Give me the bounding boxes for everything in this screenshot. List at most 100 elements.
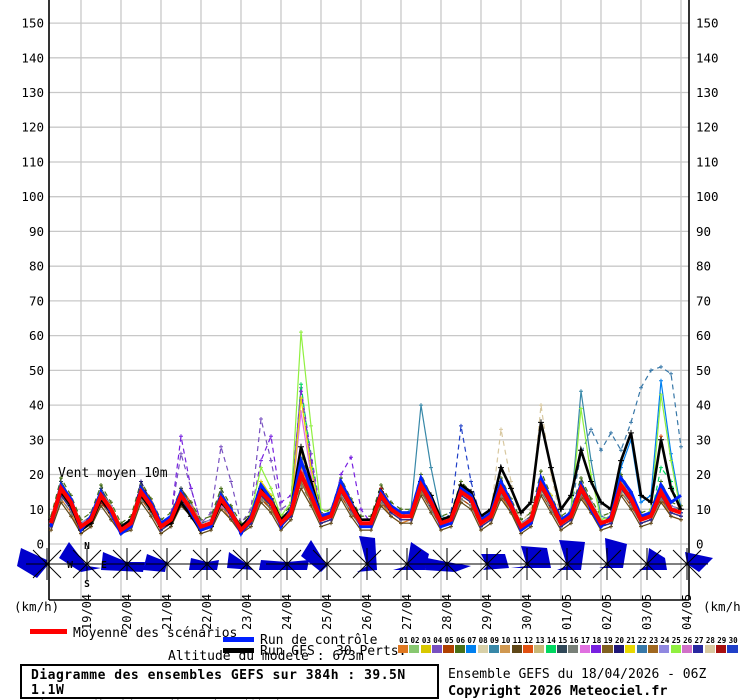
pert-number-24: 24 [660,636,670,645]
svg-text:90: 90 [29,224,44,239]
svg-text:20: 20 [29,467,44,482]
pert-number-30: 30 [728,636,738,645]
svg-text:10: 10 [696,502,711,517]
chart-static-labels: (km/h) (km/h) Vent moyen 10m [14,466,740,614]
y-axis-labels: 0 0 10 10 20 20 30 30 40 40 50 50 60 60 70 70 80 80 90 90 10… [21,16,718,552]
pert-number-18: 18 [592,636,602,645]
pert-swatch-27 [693,645,704,653]
inplot-title: Vent moyen 10m [58,466,168,481]
svg-text:80: 80 [696,259,711,274]
svg-text:110: 110 [696,155,719,170]
wind-roses [17,536,713,580]
wind-rose [186,548,228,580]
series-P11 [50,486,682,535]
pert-swatch-09 [488,645,499,653]
compass-labels: N SW E [67,541,107,590]
series-Moyenne des scénarios [49,468,682,534]
svg-text:150: 150 [21,16,44,31]
svg-text:0: 0 [36,537,44,552]
svg-text:0: 0 [696,537,704,552]
pert-number-20: 20 [614,636,625,645]
perturbation-swatches [398,645,740,653]
pert-number-06: 06 [455,636,465,645]
pert-number-11: 11 [512,636,522,645]
pert-swatch-21 [625,645,636,653]
svg-text:25/04: 25/04 [320,594,334,630]
wind-rose [101,548,148,580]
svg-text:04/05: 04/05 [680,594,694,630]
pert-swatch-22 [636,645,647,653]
pert-number-28: 28 [705,636,715,645]
svg-text:22/04: 22/04 [200,594,214,630]
pert-swatch-11 [511,645,522,653]
pert-swatch-19 [602,645,613,653]
svg-text:23/04: 23/04 [240,594,254,630]
series-P16 [50,483,682,535]
pert-number-13: 13 [535,636,545,645]
gfs-line-swatch [223,648,254,653]
pert-swatch-24 [659,645,670,653]
svg-text:30: 30 [696,432,711,447]
run-info-label: Ensemble GEFS du 18/04/2026 - 06Z [448,667,707,682]
wind-rose [17,548,68,580]
perturbation-legend: 01 02 03 04 05 06 07 08 09 10 11 12 13 14 15 16 17 18 19 20… [398,636,740,653]
compass-s: S [84,579,90,590]
pert-number-12: 12 [524,636,534,645]
svg-text:27/04: 27/04 [400,594,414,630]
svg-text:110: 110 [21,155,44,170]
svg-text:130: 130 [696,85,719,100]
pert-swatch-03 [420,645,431,653]
pert-number-09: 09 [490,636,500,645]
pert-swatch-26 [681,645,693,653]
pert-number-15: 15 [558,636,568,645]
pert-swatch-08 [477,645,488,653]
pert-number-23: 23 [649,636,659,645]
svg-text:24/04: 24/04 [280,594,294,630]
copyright-label: Copyright 2026 Meteociel.fr [448,683,668,699]
wind-rose [506,546,551,580]
wind-rose [301,540,348,580]
series-markers-P12 [49,434,683,533]
svg-text:120: 120 [21,120,44,135]
pert-swatch-28 [704,645,715,653]
mean-line-swatch [30,629,67,634]
svg-text:100: 100 [21,189,44,204]
compass-n: N [84,541,90,552]
series-lines [48,330,684,537]
pert-swatch-29 [716,645,727,653]
svg-text:130: 130 [21,85,44,100]
pert-number-22: 22 [637,636,647,645]
pert-swatch-25 [670,645,681,653]
series-markers-P21 [49,396,683,533]
control-line-swatch [223,637,254,642]
pert-number-07: 07 [467,636,477,645]
pert-swatch-16 [568,645,579,653]
chart-frame [48,0,690,601]
svg-text:50: 50 [29,363,44,378]
legend-perts-label: 30 Perts. [336,644,407,659]
svg-text:20/04: 20/04 [120,594,134,630]
svg-text:03/05: 03/05 [640,594,654,630]
pert-number-25: 25 [671,636,681,645]
svg-text:90: 90 [696,224,711,239]
chart-info-box: Diagramme des ensembles GEFS sur 384h : … [20,664,439,700]
wind-rose [386,542,429,580]
svg-text:70: 70 [696,293,711,308]
wind-rose [259,548,309,580]
svg-text:60: 60 [29,328,44,343]
series-markers-P18 [49,389,683,533]
chart-subtitle: Vitesse (km/h) et direction (°) du vent … [31,698,437,700]
chart-title: Diagramme des ensembles GEFS sur 384h : … [31,668,406,698]
pert-swatch-06 [454,645,465,653]
pert-number-17: 17 [580,636,590,645]
svg-text:40: 40 [696,398,711,413]
pert-number-02: 02 [410,636,420,645]
pert-number-14: 14 [546,636,556,645]
wind-rose [666,548,713,580]
wind-rose [626,548,668,580]
pert-swatch-01 [398,645,409,653]
pert-swatch-10 [500,645,511,653]
svg-text:30: 30 [29,432,44,447]
svg-text:20: 20 [696,467,711,482]
pert-swatch-15 [557,645,568,653]
